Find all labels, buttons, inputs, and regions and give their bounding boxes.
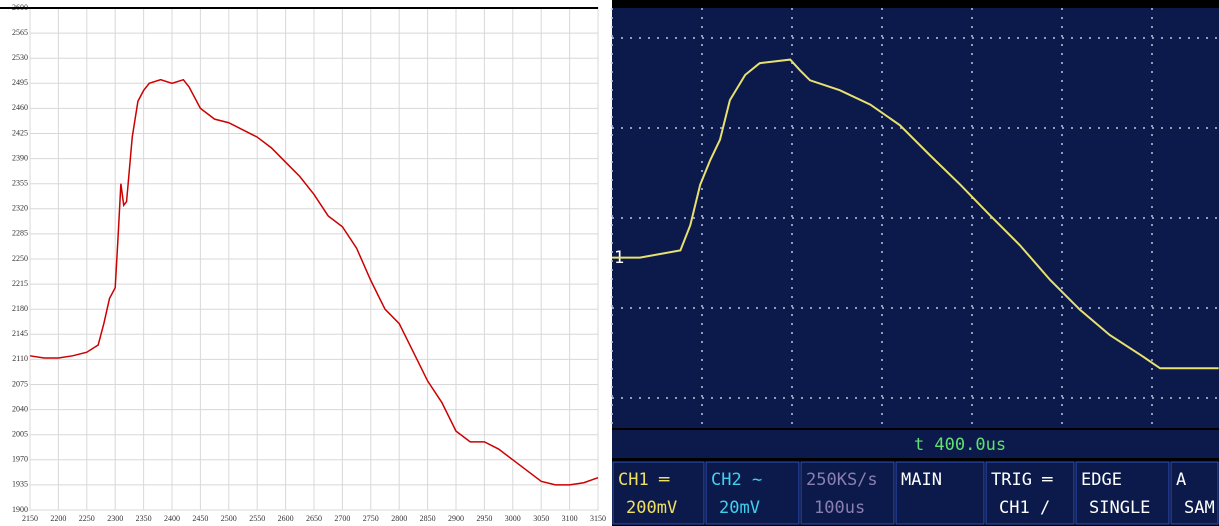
x-tick-label: 2250 [79, 514, 95, 523]
x-tick-label: 3000 [505, 514, 521, 523]
readout-top: TRIG ═ [991, 470, 1053, 490]
readout-bottom: SAM [1184, 498, 1215, 518]
x-tick-label: 2850 [420, 514, 436, 523]
y-tick-label: 1935 [12, 480, 28, 489]
timebase: t 400.0us [914, 435, 1006, 455]
y-tick-label: 2005 [12, 430, 28, 439]
x-tick-label: 2750 [363, 514, 379, 523]
x-tick-label: 2900 [448, 514, 464, 523]
x-tick-label: 2300 [107, 514, 123, 523]
y-tick-label: 2110 [12, 354, 28, 363]
page: t 400.0us 1 1900193519702005204020752110… [0, 0, 1219, 526]
y-tick-label: 1970 [12, 455, 28, 464]
x-tick-label: 2400 [164, 514, 180, 523]
readout-top: 250KS/s [806, 470, 878, 490]
x-tick-label: 2950 [476, 514, 492, 523]
x-tick-label: 2550 [249, 514, 265, 523]
y-tick-label: 2355 [12, 179, 28, 188]
x-tick-label: 3100 [562, 514, 578, 523]
readout-bottom: SINGLE [1089, 498, 1150, 518]
x-tick-label: 3150 [590, 514, 606, 523]
readout-bottom: 200mV [626, 498, 677, 518]
y-tick-label: 2285 [12, 229, 28, 238]
y-tick-label: 2530 [12, 53, 28, 62]
readout-top: CH1 ═ [618, 470, 670, 490]
y-tick-label: 2250 [12, 254, 28, 263]
x-tick-label: 2450 [192, 514, 208, 523]
x-tick-label: 2600 [278, 514, 294, 523]
y-tick-label: 2320 [12, 204, 28, 213]
y-tick-label: 2425 [12, 128, 28, 137]
x-tick-label: 3050 [533, 514, 549, 523]
x-tick-label: 2700 [334, 514, 350, 523]
readout-top: MAIN [901, 470, 942, 490]
readout-top: A [1176, 470, 1186, 490]
y-tick-label: 1900 [12, 505, 28, 514]
y-tick-label: 2075 [12, 379, 28, 388]
y-tick-label: 2495 [12, 78, 28, 87]
y-tick-label: 2145 [12, 329, 28, 338]
readout-top: CH2 ∼ [711, 470, 762, 490]
readout-bottom: 100us [814, 498, 865, 518]
readout-bottom: 20mV [719, 498, 760, 518]
x-tick-label: 2200 [50, 514, 66, 523]
x-tick-label: 2500 [221, 514, 237, 523]
x-tick-label: 2350 [136, 514, 152, 523]
x-tick-label: 2650 [306, 514, 322, 523]
y-tick-label: 2565 [12, 28, 28, 37]
readout-top: EDGE [1081, 470, 1122, 490]
y-tick-label: 2215 [12, 279, 28, 288]
y-tick-label: 2040 [12, 404, 28, 413]
x-tick-label: 2150 [22, 514, 38, 523]
y-tick-label: 2460 [12, 103, 28, 112]
readout-bottom: CH1 / [999, 498, 1050, 518]
y-tick-label: 2390 [12, 153, 28, 162]
y-tick-label: 2180 [12, 304, 28, 313]
x-tick-label: 2800 [391, 514, 407, 523]
